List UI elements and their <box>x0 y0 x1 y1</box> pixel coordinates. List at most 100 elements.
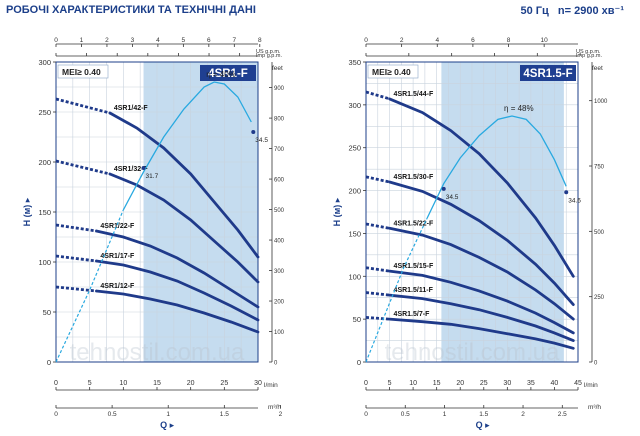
usgpm-unit-label: US g.p.m. <box>576 49 601 55</box>
y-tick-label: 150 <box>38 208 51 217</box>
feet-tick-label: 900 <box>274 86 285 92</box>
series-label: 4SR1/22-F <box>100 223 135 230</box>
usgpm-tick-label: 6 <box>207 37 211 44</box>
feet-unit-label: feet <box>592 65 603 72</box>
annotation-label: 34.5 <box>446 194 459 201</box>
annotation-point <box>141 166 146 170</box>
series-6: 4SR1.5/7-F <box>365 311 575 350</box>
usgpm-tick-label: 5 <box>182 37 186 44</box>
usgpm-tick-label: 2 <box>400 37 404 44</box>
series-3: 4SR1/22-F <box>55 223 260 309</box>
series-label: 4SR1.5/22-F <box>394 220 434 227</box>
series-label: 4SR1/12-F <box>100 283 135 290</box>
usgpm-unit-label: US g.p.m. <box>256 49 281 55</box>
y-tick-label: 250 <box>348 144 361 153</box>
series-stub <box>365 316 390 321</box>
series-line <box>388 226 575 321</box>
watermark: tehnostil.com.ua <box>70 339 245 366</box>
lmin-unit-label: l/min <box>584 382 598 389</box>
m3h-tick-label: 1 <box>443 411 447 418</box>
series-label: 4SR1/17-F <box>100 253 135 260</box>
m3h-unit-label: m³/h <box>268 404 281 411</box>
y-axis-label: H (м) ▸ <box>332 197 342 226</box>
m3h-tick-label: 2.5 <box>558 411 567 418</box>
mei-label: MEI≥ 0.40 <box>62 67 101 77</box>
usgpm-tick-label: 3 <box>131 37 135 44</box>
mei-box <box>367 64 419 79</box>
series-stub <box>55 285 97 293</box>
y-tick-label: 200 <box>38 158 51 167</box>
feet-tick-label: 0 <box>594 361 598 367</box>
usgpm-tick-label: 8 <box>507 37 511 44</box>
y-axis-label: H (м) ▸ <box>22 197 32 226</box>
efficiency-label: η = 40% <box>206 70 236 79</box>
impgpm-unit-label: Imp g.p.m. <box>576 53 602 59</box>
series-line <box>388 180 575 306</box>
impgpm-unit-label: Imp g.p.m. <box>256 53 282 59</box>
usgpm-tick-label: 0 <box>364 37 368 44</box>
usgpm-tick-label: 6 <box>471 37 475 44</box>
lmin-tick-label: 15 <box>153 380 161 387</box>
m3h-tick-label: 0.5 <box>108 411 117 418</box>
chart-title: 4SR1.5-F <box>523 68 572 80</box>
lmin-tick-label: 25 <box>220 380 228 387</box>
y-tick-label: 350 <box>348 58 361 67</box>
usgpm-tick-label: 7 <box>232 37 236 44</box>
mei-label: MEI≥ 0.40 <box>372 67 411 77</box>
series-label: 4SR1/42-F <box>114 105 149 112</box>
series-4: 4SR1/17-F <box>55 253 260 322</box>
chart-title: 4SR1-F <box>208 68 248 80</box>
lmin-tick-label: 30 <box>254 380 262 387</box>
m3h-tick-label: 0 <box>364 411 368 418</box>
usgpm-tick-label: 4 <box>156 37 160 44</box>
series-1: 4SR1.5/44-F <box>365 90 575 278</box>
lmin-tick-label: 10 <box>119 380 127 387</box>
lmin-unit-label: l/min <box>264 382 278 389</box>
annotation-point <box>441 186 446 191</box>
series-label: 4SR1/32-F <box>114 166 149 173</box>
m3h-tick-label: 0 <box>54 411 58 418</box>
usgpm-tick-label: 4 <box>435 37 439 44</box>
series-line <box>95 259 260 322</box>
efficiency-line <box>122 81 252 211</box>
y-tick-label: 50 <box>43 308 51 317</box>
m3h-tick-label: 0.5 <box>401 411 410 418</box>
feet-tick-label: 400 <box>274 239 285 245</box>
y-tick-label: 300 <box>348 101 361 110</box>
feet-tick-label: 750 <box>594 165 605 171</box>
lmin-tick-label: 45 <box>574 380 582 387</box>
lmin-tick-label: 5 <box>388 380 392 387</box>
series-stub <box>55 254 97 263</box>
y-tick-label: 0 <box>47 358 51 367</box>
usgpm-tick-label: 1 <box>80 37 84 44</box>
lmin-tick-label: 20 <box>187 380 195 387</box>
feet-tick-label: 600 <box>274 178 285 184</box>
feet-tick-label: 500 <box>274 208 285 214</box>
series-line <box>388 97 575 278</box>
lmin-tick-label: 40 <box>551 380 559 387</box>
series-line <box>108 111 260 259</box>
lmin-tick-label: 0 <box>364 380 368 387</box>
plot-frame <box>365 61 579 363</box>
m3h-tick-label: 1 <box>166 411 170 418</box>
efficiency-line-dashed <box>365 217 428 363</box>
y-tick-label: 50 <box>353 315 361 324</box>
lmin-tick-label: 0 <box>54 380 58 387</box>
feet-tick-label: 0 <box>274 361 278 367</box>
y-tick-label: 200 <box>348 187 361 196</box>
annotation-label: 31.7 <box>146 173 159 180</box>
efficiency-line <box>426 115 567 219</box>
series-line <box>388 317 575 350</box>
annotation-label: 34.6 <box>568 197 581 204</box>
series-5: 4SR1.5/11-F <box>365 287 575 342</box>
chart-title-badge <box>200 65 256 81</box>
lmin-tick-label: 10 <box>409 380 417 387</box>
annotation-point <box>564 190 569 195</box>
frequency-label: 50 Гц <box>520 5 549 17</box>
m3h-tick-label: 2 <box>521 411 525 418</box>
series-stub <box>55 223 97 233</box>
m3h-tick-label: 1.5 <box>220 411 229 418</box>
